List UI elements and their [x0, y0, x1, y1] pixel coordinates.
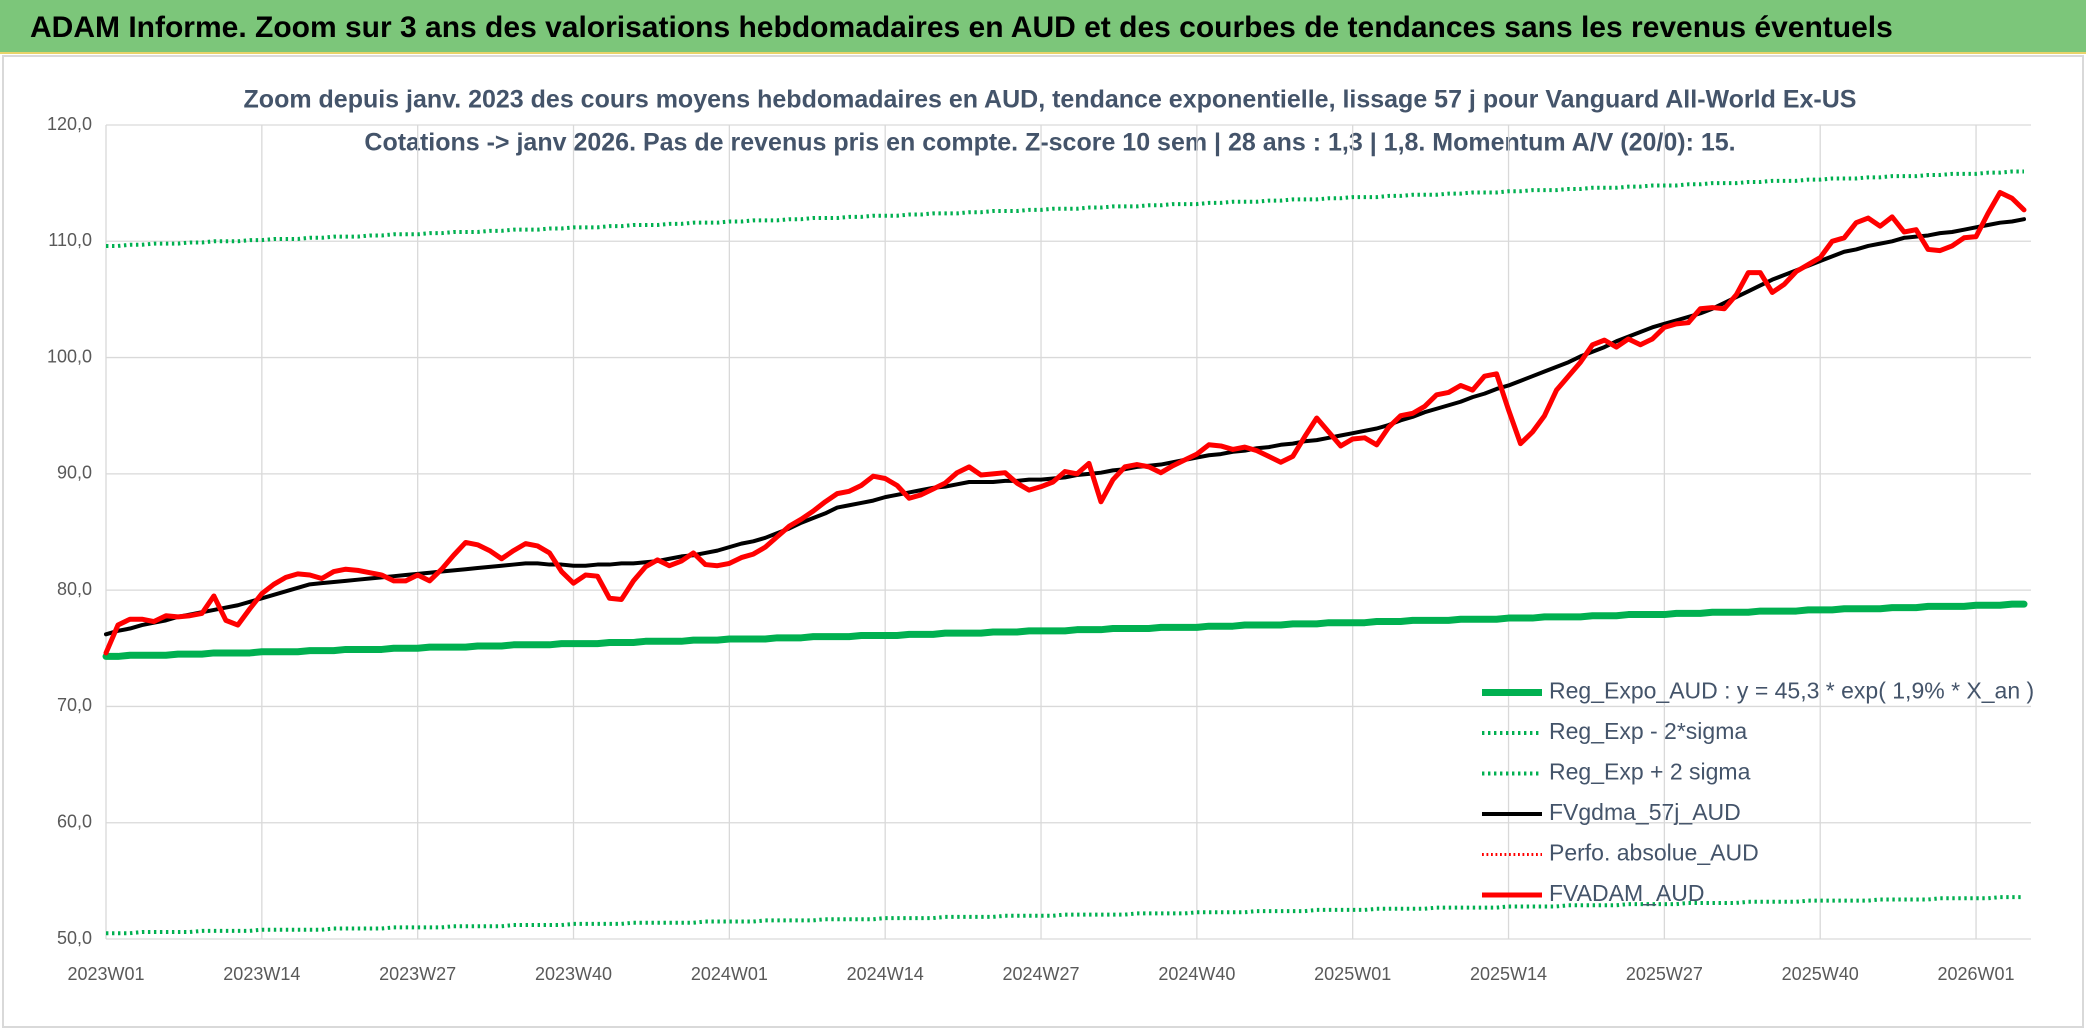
x-tick-label: 2025W14 [1470, 964, 1547, 984]
plot-lines [102, 169, 2028, 936]
y-tick-label: 110,0 [48, 230, 92, 250]
x-tick-label: 2023W01 [67, 964, 144, 984]
y-tick-label: 90,0 [57, 463, 92, 483]
legend: Reg_Expo_AUD : y = 45,3 * exp( 1,9% * X_… [1482, 678, 2034, 906]
x-tick-label: 2024W40 [1158, 964, 1235, 984]
x-tick-label: 2023W14 [223, 964, 300, 984]
chart-frame [2, 55, 2084, 1028]
y-tick-label: 50,0 [57, 928, 92, 948]
legend-label: Reg_Exp - 2*sigma [1549, 718, 1747, 744]
y-tick-label: 80,0 [57, 579, 92, 599]
x-tick-label: 2025W40 [1782, 964, 1859, 984]
x-tick-label: 2023W40 [535, 964, 612, 984]
series-line [106, 895, 2024, 936]
legend-label: Reg_Exp + 2 sigma [1549, 759, 1751, 785]
x-tick-label: 2025W01 [1314, 964, 1391, 984]
x-tick-label: 2024W27 [1002, 964, 1079, 984]
chart-subtitle: Zoom depuis janv. 2023 des cours moyens … [244, 86, 1857, 114]
series-line [102, 600, 2028, 660]
x-tick-label: 2025W27 [1626, 964, 1703, 984]
legend-label: Reg_Expo_AUD : y = 45,3 * exp( 1,9% * X_… [1549, 678, 2034, 704]
x-tick-label: 2026W01 [1938, 964, 2015, 984]
y-tick-label: 120,0 [47, 114, 92, 134]
y-tick-label: 60,0 [57, 811, 92, 831]
series-line [106, 169, 2024, 248]
x-tick-label: 2024W14 [847, 964, 924, 984]
legend-label: Perfo. absolue_AUD [1549, 840, 1759, 866]
legend-label: FVADAM_AUD [1549, 880, 1705, 906]
page-title: ADAM Informe. Zoom sur 3 ans des valoris… [30, 11, 1893, 44]
header-band [0, 0, 2086, 54]
x-tick-label: 2024W01 [691, 964, 768, 984]
series-line [104, 217, 2026, 637]
y-tick-label: 70,0 [57, 695, 92, 715]
y-tick-label: 100,0 [47, 346, 92, 366]
grid: 50,0 60,0 70,0 80,0 90,0 100,0 110,0 120,0 2023W… [47, 114, 2031, 984]
legend-label: FVgdma_57j_AUD [1549, 799, 1741, 825]
chart-subtitle: Cotations -> janv 2026. Pas de revenus p… [364, 129, 1735, 157]
series-line [103, 189, 2027, 656]
x-tick-label: 2023W27 [379, 964, 456, 984]
